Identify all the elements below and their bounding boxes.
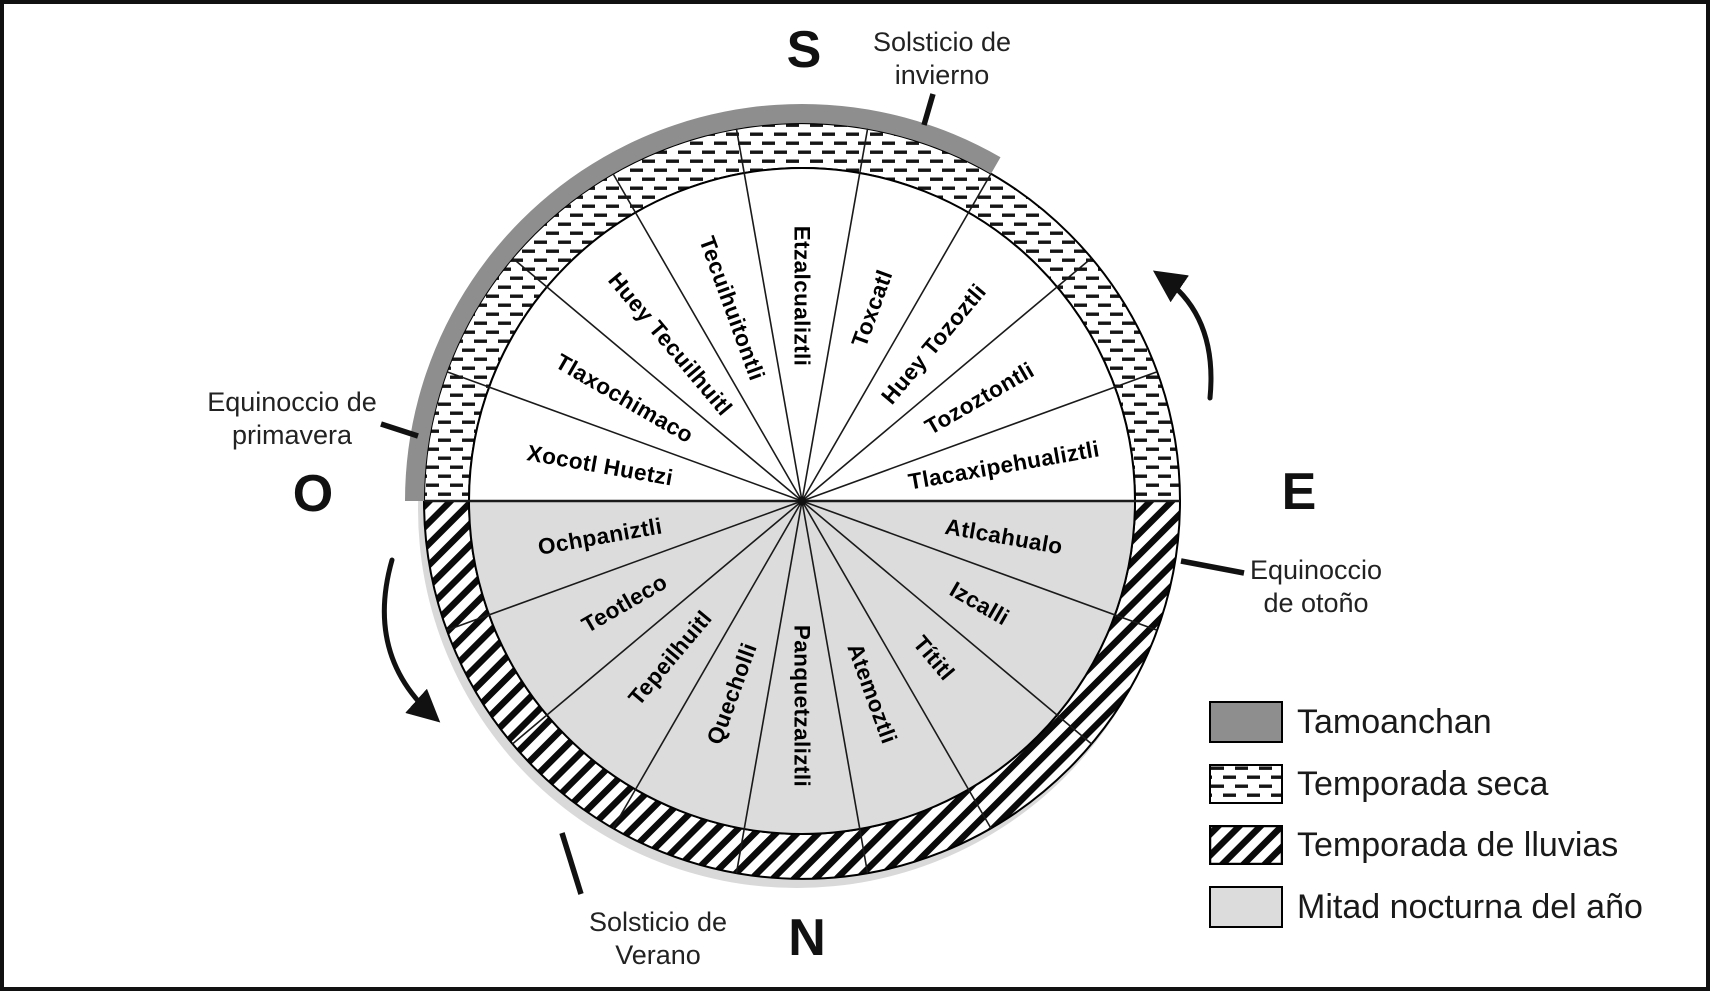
winter-solstice-tick <box>921 93 936 126</box>
autumn-equinox-line1: Equinoccio <box>1249 555 1383 585</box>
day-half-disc <box>467 167 1137 502</box>
night-half-disc <box>467 500 1137 835</box>
tamoanchan-arc <box>405 104 1001 501</box>
sector-divider <box>511 500 803 745</box>
sector-divider <box>801 500 869 874</box>
summer-solstice-label: Solsticio de Verano <box>546 906 770 972</box>
rotation-arrow-east-icon <box>1152 270 1214 401</box>
summer-solstice-line1: Solsticio de <box>588 907 728 937</box>
wheel-center-dot <box>797 496 807 506</box>
legend: Tamoanchan Temporada seca Temporada de l… <box>1209 701 1643 928</box>
sector-divider <box>801 500 1158 632</box>
sector-divider <box>801 173 992 502</box>
summer-solstice-line2: Verano <box>615 940 701 970</box>
sector-divider-lines <box>446 128 1158 874</box>
autumn-equinox-line2: de otoño <box>1263 588 1369 618</box>
legend-row-temporada-seca: Temporada seca <box>1209 764 1643 804</box>
night-half-swatch-icon <box>1209 886 1283 928</box>
legend-label-mitad-nocturna: Mitad nocturna del año <box>1297 887 1643 926</box>
autumn-equinox-tick <box>1180 558 1245 576</box>
sector-divider <box>446 370 803 502</box>
sector-divider <box>446 500 803 632</box>
sector-divider <box>801 128 869 502</box>
legend-row-tamoanchan: Tamoanchan <box>1209 701 1643 743</box>
sector-divider <box>612 173 803 502</box>
legend-label-temporada-seca: Temporada seca <box>1297 764 1549 803</box>
tamoanchan-swatch-icon <box>1209 701 1283 743</box>
cardinal-north: N <box>788 909 826 967</box>
spring-equinox-line1: Equinoccio de <box>207 387 377 417</box>
cardinal-south: S <box>786 21 822 79</box>
sector-divider <box>801 257 1093 502</box>
winter-solstice-line2: invierno <box>894 60 990 90</box>
legend-row-temporada-lluvias: Temporada de lluvias <box>1209 825 1643 865</box>
spring-equinox-label: Equinoccio de primavera <box>180 386 404 452</box>
sector-divider <box>735 500 803 874</box>
sector-divider <box>801 500 1093 745</box>
autumn-equinox-label: Equinoccio de otoño <box>1204 554 1428 620</box>
sector-divider <box>735 128 803 502</box>
sector-divider <box>612 500 803 829</box>
winter-solstice-label: Solsticio de invierno <box>830 26 1054 92</box>
rainy-season-swatch-icon <box>1209 825 1283 865</box>
legend-row-mitad-nocturna: Mitad nocturna del año <box>1209 886 1643 928</box>
month-label-panquetzaliztli: Panquetzaliztli <box>790 625 815 787</box>
rotation-arrow-west-icon <box>381 557 441 723</box>
summer-solstice-tick <box>559 832 584 895</box>
spring-equinox-tick <box>380 421 419 439</box>
cardinal-east: E <box>1281 463 1317 521</box>
dry-season-swatch-icon <box>1209 764 1283 804</box>
month-label-etzalcualiztli: Etzalcualiztli <box>790 226 815 367</box>
sector-divider <box>801 370 1158 502</box>
sector-divider <box>801 500 992 829</box>
cardinal-west: O <box>292 465 334 523</box>
legend-label-temporada-lluvias: Temporada de lluvias <box>1297 825 1619 864</box>
winter-solstice-line1: Solsticio de <box>872 27 1012 57</box>
legend-label-tamoanchan: Tamoanchan <box>1297 702 1492 741</box>
sector-divider <box>511 257 803 502</box>
spring-equinox-line2: primavera <box>231 420 353 450</box>
